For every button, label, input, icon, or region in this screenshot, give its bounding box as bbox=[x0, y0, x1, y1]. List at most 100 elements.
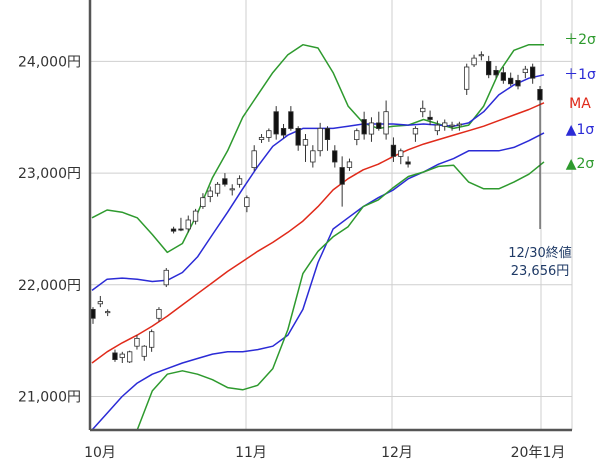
candle-43 bbox=[405, 156, 411, 168]
candle-32 bbox=[324, 126, 331, 151]
x-tick-label-3: 20年1月 bbox=[511, 445, 566, 461]
candle-52 bbox=[471, 54, 477, 68]
candle-54 bbox=[485, 55, 492, 79]
candle-28 bbox=[295, 126, 301, 151]
candle-body-10 bbox=[163, 269, 169, 286]
candle-15 bbox=[200, 193, 206, 209]
candle-56 bbox=[500, 67, 507, 84]
candle-8 bbox=[148, 329, 155, 352]
candle-14 bbox=[192, 208, 199, 225]
candle-body-35 bbox=[346, 161, 353, 168]
candle-body-47 bbox=[434, 124, 441, 132]
candle-body-61 bbox=[537, 89, 543, 101]
candle-51 bbox=[463, 63, 470, 95]
band-label-minus2: ▲2σ bbox=[566, 156, 595, 172]
candle-body-46 bbox=[427, 116, 433, 120]
candle-20 bbox=[236, 175, 243, 188]
candle-21 bbox=[244, 195, 250, 213]
candle-19 bbox=[229, 184, 235, 196]
candle-55 bbox=[493, 65, 499, 79]
candle-body-53 bbox=[478, 54, 485, 57]
band-label-plus2: ＋2σ bbox=[564, 32, 596, 48]
candle-34 bbox=[339, 156, 345, 207]
axes bbox=[88, 0, 572, 432]
candle-body-6 bbox=[134, 337, 140, 347]
x-tick-label-2: 12月 bbox=[381, 445, 413, 461]
y-tick-label-0: 21,000円 bbox=[18, 389, 81, 405]
band-legend: ＋2σ ＋1σ MA ▲1σ ▲2σ bbox=[564, 32, 596, 172]
candle-57 bbox=[507, 72, 514, 86]
candle-body-7 bbox=[141, 345, 147, 357]
candle-body-5 bbox=[127, 351, 133, 363]
candle-45 bbox=[420, 100, 426, 118]
candle-30 bbox=[310, 145, 316, 168]
band-plus1 bbox=[91, 74, 545, 292]
candle-body-2 bbox=[105, 311, 111, 314]
candle-24 bbox=[266, 128, 272, 142]
candle-17 bbox=[214, 182, 221, 197]
band-label-plus1: ＋1σ bbox=[564, 67, 596, 83]
candle-body-4 bbox=[119, 353, 125, 358]
candle-body-55 bbox=[493, 70, 499, 76]
candle-body-48 bbox=[442, 122, 448, 127]
candle-6 bbox=[134, 335, 140, 350]
candle-body-23 bbox=[258, 136, 265, 140]
candle-body-43 bbox=[405, 161, 411, 165]
candle-body-17 bbox=[214, 183, 221, 194]
candle-49 bbox=[449, 121, 455, 131]
candle-40 bbox=[383, 100, 389, 140]
band-label-ma: MA bbox=[569, 96, 591, 112]
candle-3 bbox=[112, 349, 118, 362]
candle-12 bbox=[178, 217, 184, 232]
candle-body-58 bbox=[515, 80, 521, 87]
candle-body-3 bbox=[112, 352, 118, 360]
candle-10 bbox=[163, 268, 169, 288]
candle-7 bbox=[141, 345, 147, 361]
candle-18 bbox=[222, 173, 228, 187]
candle-body-16 bbox=[207, 190, 213, 197]
candle-body-27 bbox=[288, 111, 294, 129]
candle-body-34 bbox=[339, 167, 345, 185]
candle-body-33 bbox=[332, 150, 338, 163]
candle-body-44 bbox=[412, 127, 419, 135]
y-tick-label-1: 22,000円 bbox=[18, 278, 81, 294]
candle-body-21 bbox=[244, 197, 250, 207]
candle-body-0 bbox=[90, 308, 96, 319]
candle-53 bbox=[478, 51, 485, 61]
candle-50 bbox=[456, 121, 463, 131]
x-tick-label-0: 10月 bbox=[84, 445, 116, 461]
band-plus2 bbox=[91, 43, 544, 254]
candle-body-60 bbox=[530, 66, 536, 79]
candle-body-57 bbox=[507, 77, 514, 85]
candle-26 bbox=[280, 123, 287, 139]
candle-9 bbox=[156, 307, 162, 322]
candle-body-24 bbox=[266, 130, 272, 138]
candle-body-42 bbox=[398, 150, 404, 157]
bollinger-bands bbox=[91, 43, 545, 430]
candle-body-37 bbox=[361, 119, 367, 135]
candle-body-38 bbox=[368, 122, 375, 135]
candle-body-29 bbox=[302, 139, 309, 146]
candle-0 bbox=[90, 307, 96, 324]
candle-37 bbox=[361, 111, 367, 140]
candle-23 bbox=[258, 134, 265, 143]
candle-body-8 bbox=[148, 331, 155, 348]
candle-body-59 bbox=[522, 68, 528, 73]
candle-body-31 bbox=[317, 127, 323, 152]
x-tick-label-1: 11月 bbox=[235, 445, 267, 461]
candlesticks bbox=[90, 51, 543, 363]
candle-16 bbox=[207, 186, 213, 203]
candle-11 bbox=[170, 226, 177, 234]
band-label-minus1: ▲1σ bbox=[566, 122, 595, 138]
candle-body-20 bbox=[236, 178, 243, 185]
x-axis-labels: 10月 11月 12月 20年1月 bbox=[84, 445, 565, 461]
candle-42 bbox=[398, 148, 404, 165]
candle-41 bbox=[390, 137, 397, 162]
candle-1 bbox=[97, 295, 103, 308]
candle-31 bbox=[317, 122, 323, 157]
candle-body-1 bbox=[97, 301, 103, 305]
candle-44 bbox=[412, 126, 419, 142]
candle-61 bbox=[537, 86, 543, 229]
candle-29 bbox=[302, 134, 309, 162]
candle-36 bbox=[354, 128, 360, 146]
